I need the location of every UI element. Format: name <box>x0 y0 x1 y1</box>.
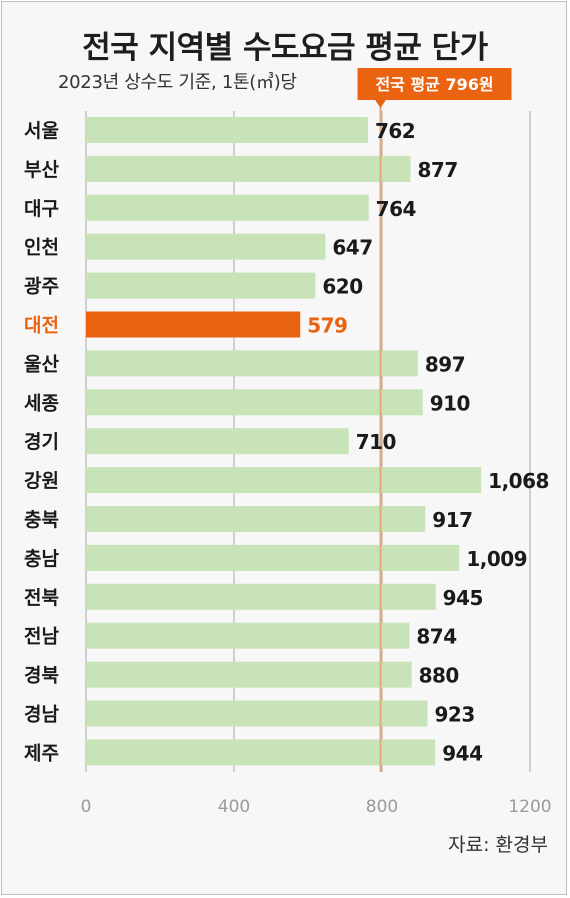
average-reference: 전국 평균 796원 <box>357 68 512 772</box>
bar-4 <box>86 233 326 260</box>
value-label: 762 <box>375 119 415 143</box>
category-label: 인천 <box>24 237 59 259</box>
bar-12 <box>86 544 460 571</box>
bar-9 <box>86 428 349 455</box>
category-label: 광주 <box>24 276 59 298</box>
value-label: 877 <box>417 158 457 182</box>
bar-6 <box>86 311 301 338</box>
value-label: 764 <box>376 197 416 221</box>
bars <box>86 117 482 766</box>
bar-15 <box>86 661 412 688</box>
category-label: 부산 <box>24 159 59 181</box>
value-label: 620 <box>322 275 362 299</box>
category-label: 제주 <box>24 742 59 764</box>
bar-7 <box>86 350 418 377</box>
category-label: 세종 <box>24 392 59 414</box>
labels: 0 400 800 1200 서울 762 부산 877 대구 764 인천 647 광주 620 대전 57… <box>24 119 552 817</box>
bar-1 <box>86 117 368 143</box>
bar-14 <box>86 622 410 649</box>
category-label: 전남 <box>24 626 59 648</box>
category-label: 충북 <box>24 509 59 531</box>
value-label: 945 <box>443 586 483 610</box>
average-callout-pointer <box>374 99 387 108</box>
value-label: 880 <box>419 664 459 688</box>
bar-3 <box>86 194 369 221</box>
value-label: 897 <box>425 352 465 376</box>
value-label: 874 <box>416 625 456 649</box>
category-label: 경남 <box>24 704 59 726</box>
x-tick-label: 800 <box>366 797 398 817</box>
value-label: 944 <box>442 741 482 765</box>
bar-13 <box>86 583 436 610</box>
category-label: 전북 <box>24 587 59 609</box>
bar-11 <box>86 506 426 532</box>
value-label: 710 <box>356 430 396 454</box>
average-callout-label: 전국 평균 796원 <box>375 75 493 94</box>
value-label: 923 <box>435 703 475 727</box>
value-label: 1,068 <box>488 469 549 493</box>
bar-10 <box>86 467 482 494</box>
x-tick-label: 1200 <box>508 797 551 817</box>
category-label: 충남 <box>24 548 59 570</box>
category-label: 서울 <box>24 120 59 142</box>
x-tick-label: 0 <box>81 797 92 817</box>
value-label: 647 <box>332 236 372 260</box>
category-label: 울산 <box>24 353 59 375</box>
bar-16 <box>86 700 428 727</box>
bar-2 <box>86 155 411 182</box>
bar-5 <box>86 272 316 299</box>
category-label: 대전 <box>24 315 59 337</box>
bar-8 <box>86 389 423 416</box>
category-label: 경북 <box>24 665 59 687</box>
source-note: 자료: 환경부 <box>448 834 548 856</box>
value-label: 1,009 <box>466 547 527 571</box>
value-label: 910 <box>430 391 470 415</box>
value-label: 917 <box>432 508 472 532</box>
bar-17 <box>86 739 436 766</box>
x-tick-label: 400 <box>218 797 250 817</box>
category-label: 경기 <box>24 431 59 453</box>
category-label: 강원 <box>24 470 59 492</box>
average-callout-box <box>357 68 512 100</box>
chart-subtitle: 2023년 상수도 기준, 1톤(㎥)당 <box>58 72 297 93</box>
value-label: 579 <box>307 314 347 338</box>
category-label: 대구 <box>24 198 59 220</box>
chart-title: 전국 지역별 수도요금 평균 단가 <box>82 30 488 66</box>
